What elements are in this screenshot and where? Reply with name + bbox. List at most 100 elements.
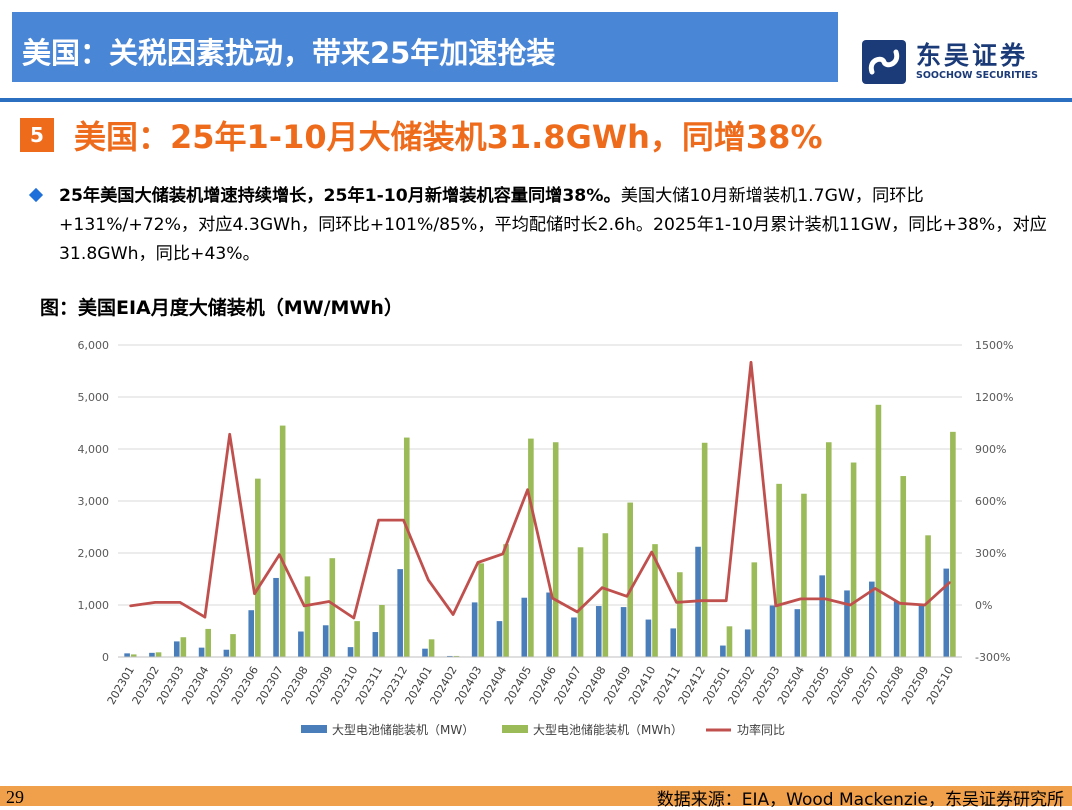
yoy-point <box>774 604 778 608</box>
yoy-point <box>898 602 902 605</box>
storage-chart: 0 -300% 1,000 0% 2,000 300% 3,000 600% 4,000 900%… <box>78 339 1014 737</box>
yoy-point <box>402 518 405 522</box>
bar-mwh <box>776 483 782 657</box>
bar-mw <box>869 581 875 657</box>
bar-mw <box>943 568 950 657</box>
yoy-point <box>799 597 802 601</box>
yoy-line <box>130 360 951 620</box>
bar-mwh <box>875 404 882 657</box>
logo-text-en: SOOCHOW SECURITIES <box>916 70 1038 81</box>
bar-mwh <box>304 576 311 657</box>
bar-mwh <box>180 637 187 657</box>
bar-mw <box>794 609 801 657</box>
bar-mwh <box>900 476 907 657</box>
yoy-point <box>352 616 356 620</box>
yoy-point <box>302 604 306 608</box>
yoy-point <box>551 596 554 600</box>
bar-mwh <box>478 563 485 657</box>
y-left-tick: 3,000 <box>78 495 110 508</box>
bar-mwh <box>751 562 758 657</box>
y-right-tick: 600% <box>975 495 1006 508</box>
bar-mwh <box>825 442 832 657</box>
yoy-point <box>327 600 331 603</box>
page-number: 29 <box>6 787 24 807</box>
bar-mw <box>645 619 652 657</box>
yoy-point <box>675 601 678 604</box>
y-right-tick: 300% <box>975 547 1006 560</box>
legend-swatch-mwh <box>502 725 528 733</box>
bar-mw <box>273 577 279 657</box>
bar-mwh <box>950 431 956 657</box>
bar-mw <box>397 569 403 657</box>
yoy-point <box>501 552 504 556</box>
bar-mw <box>844 590 850 657</box>
bar-mw <box>322 625 329 657</box>
chart-title: 图：美国EIA月度大储装机（MW/MWh） <box>40 297 403 319</box>
bar-mwh <box>130 654 137 657</box>
bar-mw <box>546 592 552 657</box>
yoy-point <box>476 561 480 564</box>
bar-mwh <box>230 634 236 657</box>
bar-mwh <box>701 442 708 657</box>
bullet-bold-text: 25年美国大储装机增速持续增长，25年1-10月新增装机容量同增38%。 <box>59 186 621 206</box>
bar-mw <box>372 632 379 657</box>
yoy-point <box>824 597 827 601</box>
bar-mwh <box>279 425 286 657</box>
yoy-point <box>427 578 430 582</box>
yoy-point <box>278 553 281 556</box>
bar-mw <box>471 602 478 657</box>
bar-mw <box>149 652 155 657</box>
bar-mw <box>223 649 230 657</box>
bar-mw <box>173 641 180 657</box>
yoy-point <box>154 601 157 604</box>
yoy-point <box>576 610 579 614</box>
data-source: 数据来源：EIA，Wood Mackenzie，东吴证券研究所 <box>656 790 1064 810</box>
bar-mw <box>918 605 925 657</box>
bar-mw <box>298 631 304 657</box>
bar-mw <box>595 606 602 657</box>
bar-mwh <box>503 544 509 657</box>
bar-mw <box>620 607 627 657</box>
yoy-point <box>650 550 653 554</box>
bar-mwh <box>428 639 435 657</box>
bar-mw <box>347 647 354 657</box>
header-bar <box>12 12 838 82</box>
bullet-diamond-icon <box>28 187 44 203</box>
legend-label-mw: 大型电池储能装机（MW） <box>332 722 474 737</box>
y-left-tick: 0 <box>102 651 109 664</box>
bar-mwh <box>677 572 683 657</box>
y-left-tick: 6,000 <box>78 339 110 352</box>
footer-bar <box>0 786 1072 806</box>
yoy-point <box>129 604 132 608</box>
yoy-point <box>724 599 728 602</box>
soochow-logo-icon <box>862 40 906 84</box>
yoy-point <box>849 603 852 607</box>
bar-mwh <box>726 626 733 657</box>
bar-mwh <box>850 462 857 657</box>
yoy-point <box>377 518 380 522</box>
bar-mw <box>124 653 130 657</box>
bar-mwh <box>627 502 633 657</box>
yoy-point <box>948 581 951 584</box>
bar-mwh <box>255 478 261 657</box>
bullet-paragraph: 25年美国大储装机增速持续增长，25年1-10月新增装机容量同增38%。美国大储… <box>59 182 1059 269</box>
bar-mw <box>198 647 205 657</box>
y-right-tick: 900% <box>975 443 1006 456</box>
bar-mw <box>670 628 677 657</box>
yoy-point <box>178 601 182 604</box>
y-right-tick: 0% <box>975 599 992 612</box>
yoy-point <box>253 592 256 595</box>
y-left-tick: 2,000 <box>78 547 110 560</box>
bar-mwh <box>354 621 360 657</box>
yoy-point <box>451 613 455 616</box>
yoy-point <box>873 587 877 590</box>
bar-mw <box>819 575 825 657</box>
bar-mwh <box>205 628 211 657</box>
bar-mwh <box>329 558 336 657</box>
bar-mwh <box>528 438 534 657</box>
yoy-point <box>600 586 604 589</box>
section-number: 5 <box>20 118 54 152</box>
bar-mwh <box>652 544 658 657</box>
yoy-point <box>749 361 753 364</box>
y-left-tick: 1,000 <box>78 599 110 612</box>
